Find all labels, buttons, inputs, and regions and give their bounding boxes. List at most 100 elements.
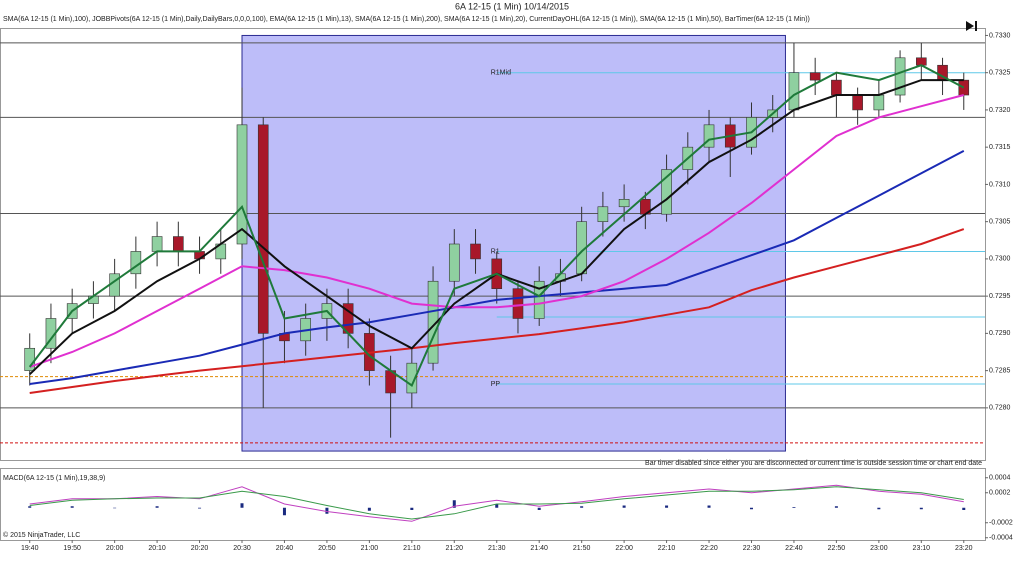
x-tick-label: 22:00: [615, 545, 633, 552]
x-tick-label: 21:50: [573, 545, 591, 552]
histogram-bar: [282, 507, 286, 516]
bar-icon[interactable]: [975, 21, 977, 31]
indicator-line: [29, 486, 964, 520]
y-tick-label: 0.7310: [989, 181, 1011, 188]
x-tick-label: 23:10: [913, 545, 931, 552]
candle-body: [873, 94, 885, 111]
x-tick-label: 23:20: [955, 545, 973, 552]
x-tick-label: 21:20: [446, 545, 464, 552]
price-panel-border: [0, 28, 986, 461]
x-tick-label: 21:30: [488, 545, 506, 552]
highlight-region: [241, 34, 786, 452]
y-tick-label: 0.7300: [989, 256, 1011, 263]
x-tick-label: 22:30: [743, 545, 761, 552]
x-tick-label: 20:30: [233, 545, 251, 552]
histogram-bar: [113, 507, 117, 509]
x-tick-label: 22:10: [658, 545, 676, 552]
candle-body: [661, 169, 672, 215]
histogram-bar: [792, 507, 796, 508]
histogram-bar: [452, 500, 456, 508]
histogram-bar: [622, 505, 626, 508]
pivot-label: PP: [491, 381, 501, 388]
y-tick-label: 0.7295: [989, 293, 1011, 300]
candle-body: [236, 124, 248, 245]
candle-body: [916, 57, 927, 66]
x-tick-label: 21:10: [403, 545, 421, 552]
y-tick-label: -0.0004: [989, 535, 1013, 542]
x-tick-label: 19:50: [63, 545, 81, 552]
y-tick-label: 0.7285: [989, 367, 1011, 374]
candle-body: [257, 124, 269, 334]
candle-body: [109, 273, 120, 297]
candle-body: [831, 79, 842, 96]
histogram-bar: [240, 503, 244, 508]
x-tick-label: 22:50: [828, 545, 846, 552]
candle-body: [24, 347, 36, 371]
x-tick-label: 22:20: [700, 545, 718, 552]
indicator-line: [28, 64, 965, 388]
histogram-bar: [580, 506, 584, 508]
pivot-label: R1: [491, 248, 500, 255]
histogram-bar: [367, 507, 371, 511]
histogram-bar: [325, 507, 329, 514]
histogram-bar: [155, 506, 159, 508]
chart-title: 6A 12-15 (1 Min) 10/14/2015: [455, 1, 569, 11]
histogram-bar: [198, 507, 202, 509]
y-tick-label: 0.7315: [989, 144, 1011, 151]
x-tick-label: 20:10: [148, 545, 166, 552]
candle-body: [448, 243, 460, 282]
histogram-bar: [410, 507, 414, 510]
x-tick-label: 23:00: [870, 545, 888, 552]
play-icon[interactable]: [966, 21, 974, 31]
y-tick-label: 0.7330: [989, 32, 1011, 39]
x-tick-label: 20:00: [106, 545, 124, 552]
y-tick-label: 0.7280: [989, 405, 1011, 412]
candle-body: [852, 94, 863, 111]
candle-body: [470, 243, 481, 260]
candle-body: [809, 72, 821, 81]
histogram-bar: [28, 506, 32, 508]
indicator-line: [29, 150, 965, 385]
candle-body: [427, 280, 439, 364]
copyright: © 2015 NinjaTrader, LLC: [3, 531, 80, 539]
indicator-line: [29, 228, 965, 394]
x-tick-label: 20:40: [276, 545, 294, 552]
go-to-end-button[interactable]: [966, 21, 977, 31]
histogram-bar: [70, 506, 74, 508]
macd-title: MACD(6A 12-15 (1 Min),19,38,9): [3, 475, 105, 482]
y-tick-label: 0.0004: [989, 475, 1011, 482]
candle-body: [151, 236, 163, 252]
bar-timer-notice: Bar timer disabled since either you are …: [645, 460, 982, 467]
histogram-bar: [877, 507, 881, 510]
y-tick-label: 0.0002: [989, 490, 1011, 497]
x-tick-label: 21:00: [361, 545, 379, 552]
candle-body: [618, 199, 630, 208]
histogram-bar: [834, 506, 838, 508]
candle-body: [173, 236, 184, 252]
x-tick-label: 20:20: [191, 545, 209, 552]
candle-body: [597, 206, 609, 222]
histogram-bar: [537, 507, 541, 510]
indicator-line: [29, 94, 965, 368]
histogram-bar: [919, 507, 923, 510]
y-tick-label: 0.7325: [989, 70, 1011, 77]
y-tick-label: 0.7305: [989, 218, 1011, 225]
candle-body: [703, 124, 715, 148]
x-tick-label: 21:40: [530, 545, 548, 552]
candle-body: [512, 288, 524, 319]
histogram-bar: [962, 507, 966, 510]
histogram-bar: [495, 504, 499, 508]
y-tick-label: 0.7290: [989, 330, 1011, 337]
candle-body: [533, 280, 545, 319]
x-tick-label: 19:40: [21, 545, 39, 552]
histogram-bar: [707, 505, 711, 508]
x-tick-label: 20:50: [318, 545, 336, 552]
y-tick-label: 0.7320: [989, 107, 1011, 114]
macd-panel-border: [0, 468, 986, 541]
histogram-bar: [665, 505, 669, 508]
indicator-list: SMA(6A 12-15 (1 Min),100), JOBBPivots(6A…: [3, 16, 810, 23]
candle-body: [788, 72, 800, 111]
x-tick-label: 22:40: [785, 545, 803, 552]
